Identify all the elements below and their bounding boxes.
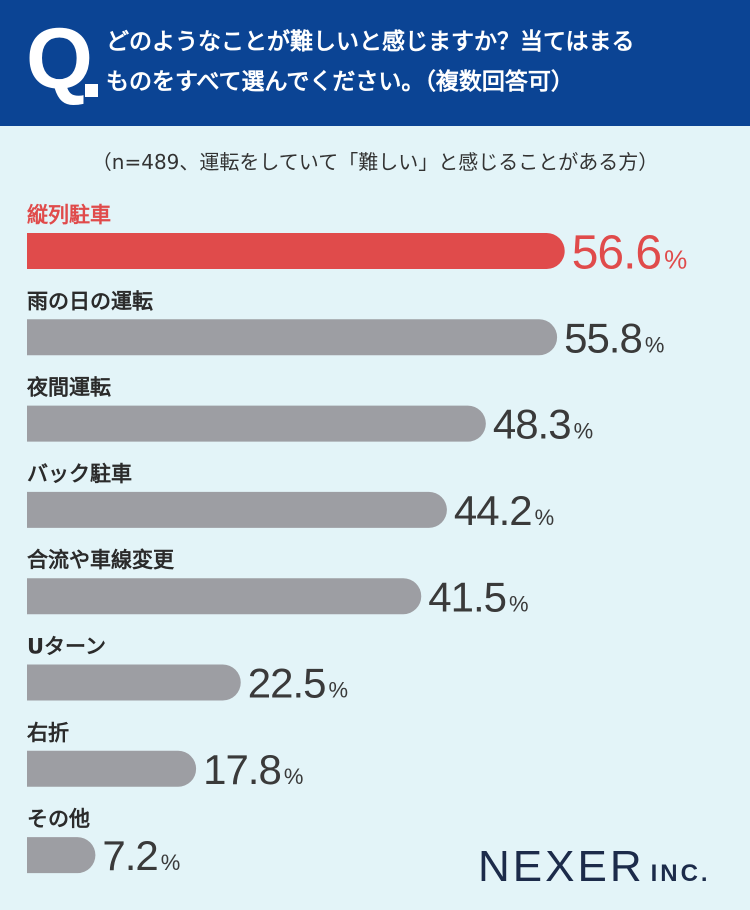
percent-unit: % bbox=[161, 850, 180, 875]
category-label: Uターン bbox=[27, 635, 106, 659]
nexer-logo: NEXER INC. bbox=[478, 842, 711, 892]
percent-unit: % bbox=[664, 244, 687, 274]
percent-unit: % bbox=[574, 419, 593, 444]
category-label: その他 bbox=[27, 807, 90, 831]
value-label: 56.6% bbox=[572, 226, 687, 279]
value-label: 55.8% bbox=[564, 314, 664, 361]
value-label: 7.2% bbox=[102, 832, 179, 879]
bar bbox=[27, 405, 486, 442]
question-header: Q どのようなことが難しいと感じますか？当てはまる ものをすべて選んでください。… bbox=[0, 0, 750, 126]
value-label: 41.5% bbox=[428, 573, 528, 620]
q-mark: Q bbox=[26, 11, 93, 107]
percent-unit: % bbox=[645, 332, 664, 357]
logo-main: NEXER bbox=[478, 842, 645, 891]
value-label: 48.3% bbox=[493, 401, 593, 448]
question-text: どのようなことが難しいと感じますか？当てはまる ものをすべて選んでください。（複… bbox=[106, 22, 736, 102]
question-line-2: ものをすべて選んでください。（複数回答可） bbox=[106, 69, 574, 95]
category-label: 縦列駐車 bbox=[27, 203, 111, 227]
question-line-1: どのようなことが難しいと感じますか？当てはまる bbox=[106, 29, 635, 55]
bar bbox=[27, 750, 197, 787]
logo-inc: INC. bbox=[650, 860, 711, 887]
category-label: 右折 bbox=[27, 721, 69, 745]
bar bbox=[27, 233, 565, 269]
q-mark-dot bbox=[85, 84, 98, 97]
value-label: 44.2% bbox=[454, 487, 554, 534]
bar bbox=[27, 491, 447, 528]
percent-unit: % bbox=[284, 764, 303, 789]
category-label: 雨の日の運転 bbox=[27, 289, 153, 313]
bar bbox=[27, 837, 96, 874]
percent-unit: % bbox=[329, 678, 348, 703]
category-label: バック駐車 bbox=[27, 462, 132, 486]
value-label: 17.8% bbox=[203, 746, 303, 793]
sample-note: （n=489、運転をしていて「難しい」と感じることがある方） bbox=[91, 150, 659, 174]
value-label: 22.5% bbox=[248, 660, 348, 707]
percent-unit: % bbox=[509, 591, 528, 616]
bar bbox=[27, 319, 558, 356]
category-label: 合流や車線変更 bbox=[27, 548, 175, 572]
bar bbox=[27, 578, 422, 615]
bar bbox=[27, 664, 241, 701]
percent-unit: % bbox=[535, 505, 554, 530]
category-label: 夜間運転 bbox=[26, 376, 111, 400]
